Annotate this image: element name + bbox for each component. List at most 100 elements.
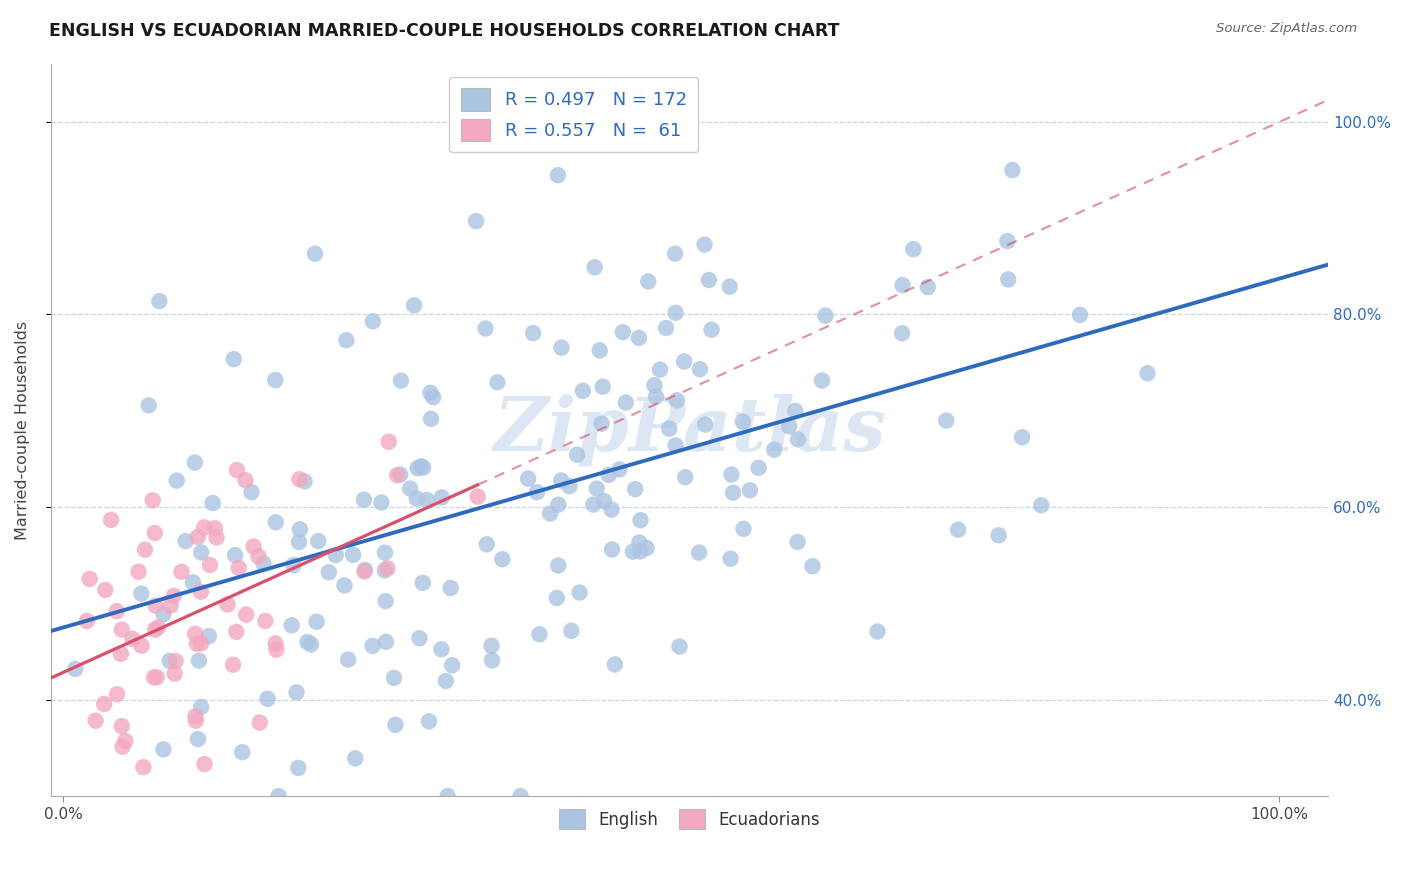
Point xyxy=(589,343,612,358)
Point xyxy=(353,565,375,579)
Point xyxy=(163,589,186,603)
Point xyxy=(1069,308,1091,322)
Text: ZipPatlas: ZipPatlas xyxy=(494,394,886,467)
Point xyxy=(614,395,637,409)
Point xyxy=(658,422,681,436)
Point xyxy=(688,546,710,560)
Point xyxy=(184,456,207,470)
Point xyxy=(547,558,569,573)
Point xyxy=(598,467,620,482)
Point xyxy=(419,385,441,400)
Point xyxy=(1001,163,1024,178)
Point xyxy=(568,585,591,599)
Point xyxy=(664,246,686,260)
Point xyxy=(624,482,647,496)
Point xyxy=(628,535,651,549)
Point xyxy=(609,462,631,476)
Point xyxy=(145,599,167,613)
Point xyxy=(891,278,914,293)
Point xyxy=(187,530,209,544)
Point xyxy=(190,545,212,559)
Point xyxy=(190,699,212,714)
Point xyxy=(187,654,209,668)
Point xyxy=(600,502,623,516)
Point xyxy=(184,627,207,641)
Point xyxy=(235,473,257,487)
Point xyxy=(668,640,690,654)
Point xyxy=(430,491,453,505)
Point xyxy=(198,558,221,572)
Point xyxy=(111,623,134,637)
Point xyxy=(307,534,329,549)
Point xyxy=(318,566,340,580)
Point xyxy=(600,542,623,557)
Point xyxy=(801,559,824,574)
Point xyxy=(143,670,166,684)
Point xyxy=(946,523,969,537)
Point xyxy=(342,548,364,562)
Point xyxy=(235,607,257,622)
Point xyxy=(335,333,357,347)
Point xyxy=(420,412,443,426)
Point xyxy=(382,671,405,685)
Point xyxy=(787,433,810,447)
Point xyxy=(917,280,939,294)
Point xyxy=(673,354,696,368)
Point xyxy=(187,732,209,747)
Point xyxy=(264,515,287,529)
Point xyxy=(287,761,309,775)
Point xyxy=(718,279,741,293)
Point xyxy=(143,623,166,637)
Point xyxy=(121,632,143,646)
Point xyxy=(184,709,207,723)
Point xyxy=(128,565,150,579)
Point xyxy=(288,472,311,486)
Point xyxy=(665,306,688,320)
Point xyxy=(166,474,188,488)
Point xyxy=(384,717,406,731)
Point xyxy=(377,561,399,575)
Point xyxy=(100,513,122,527)
Point xyxy=(550,341,572,355)
Point xyxy=(254,614,277,628)
Point xyxy=(785,404,807,418)
Point xyxy=(412,575,434,590)
Point xyxy=(572,384,595,398)
Point xyxy=(591,417,613,431)
Point xyxy=(165,654,187,668)
Point xyxy=(408,631,430,645)
Point xyxy=(354,563,377,577)
Point xyxy=(612,325,634,339)
Point xyxy=(648,362,671,376)
Point xyxy=(422,390,444,404)
Point xyxy=(266,642,288,657)
Point xyxy=(205,531,228,545)
Point xyxy=(325,548,347,562)
Point xyxy=(249,715,271,730)
Point xyxy=(222,352,245,367)
Point xyxy=(995,234,1018,248)
Point xyxy=(636,541,658,555)
Point xyxy=(628,544,651,558)
Point xyxy=(412,460,434,475)
Point xyxy=(111,719,134,733)
Point xyxy=(288,535,311,549)
Point xyxy=(547,168,569,182)
Point xyxy=(465,214,488,228)
Point xyxy=(204,521,226,535)
Point xyxy=(695,417,717,432)
Point xyxy=(406,461,429,475)
Point xyxy=(439,581,461,595)
Point xyxy=(163,666,186,681)
Point xyxy=(891,326,914,341)
Point xyxy=(193,757,215,772)
Point xyxy=(430,642,453,657)
Point xyxy=(143,526,166,541)
Point xyxy=(283,558,305,572)
Point xyxy=(481,653,503,667)
Point xyxy=(467,490,489,504)
Point xyxy=(547,498,569,512)
Point xyxy=(228,561,250,575)
Point xyxy=(733,522,755,536)
Point xyxy=(481,639,503,653)
